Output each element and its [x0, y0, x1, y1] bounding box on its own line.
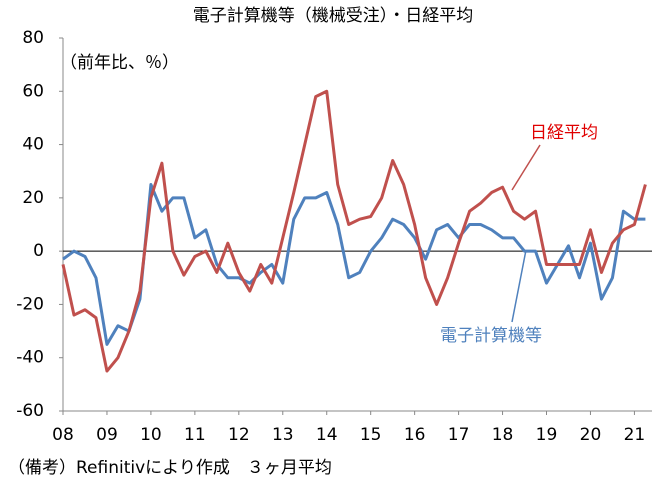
x-tick-label: 16 [404, 425, 426, 445]
x-tick-label: 21 [624, 425, 646, 445]
x-tick-label: 20 [580, 425, 602, 445]
y-tick-label: -60 [16, 401, 44, 421]
chart-title: 電子計算機等（機械受注）・日経平均 [193, 6, 474, 26]
y-tick-label: 60 [22, 81, 44, 101]
y-tick-label: 20 [22, 188, 44, 208]
x-tick-label: 19 [536, 425, 558, 445]
annotation-arrow [511, 144, 541, 191]
x-tick-label: 14 [316, 425, 338, 445]
annotation: 日経平均 [530, 123, 598, 143]
annotation-arrow [511, 249, 527, 323]
y-tick-label: 40 [22, 135, 44, 155]
series-line [62, 183, 646, 346]
series-line [61, 89, 647, 373]
x-tick-label: 18 [492, 425, 514, 445]
x-tick-label: 13 [272, 425, 294, 445]
x-tick-label: 10 [140, 425, 162, 445]
y-tick-label: -40 [16, 348, 44, 368]
x-tick-label: 09 [96, 425, 118, 445]
y-tick-label: -20 [16, 294, 44, 314]
x-tick-label: 11 [184, 425, 206, 445]
annotation: 電子計算機等 [440, 326, 542, 346]
x-tick-label: 12 [228, 425, 250, 445]
x-tick-label: 17 [448, 425, 470, 445]
x-tick-label: 08 [52, 425, 74, 445]
x-tick-label: 15 [360, 425, 382, 445]
y-axis-label: （前年比、％） [60, 53, 179, 73]
y-tick-label: 80 [22, 28, 44, 48]
note: （備考）Refinitivにより作成 ３ヶ月平均 [8, 458, 332, 478]
y-tick-label: 0 [33, 241, 44, 261]
